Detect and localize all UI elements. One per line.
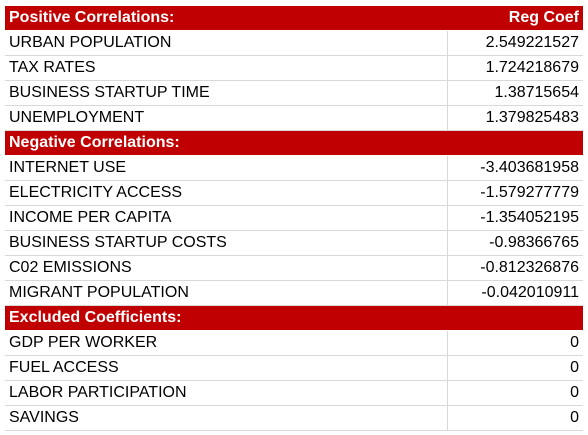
reg-coef-column-label[interactable]: Reg Coef — [447, 6, 583, 31]
coefficients-table: Positive Correlations: Reg Coef URBAN PO… — [5, 6, 583, 431]
table-row: INTERNET USE -3.403681958 — [5, 155, 583, 181]
table-row: SAVINGS 0 — [5, 405, 583, 431]
negative-correlations-title[interactable]: Negative Correlations: — [5, 130, 447, 156]
variable-name-cell[interactable]: INCOME PER CAPITA — [5, 205, 448, 231]
table-row: INCOME PER CAPITA -1.354052195 — [5, 205, 583, 231]
table-row: BUSINESS STARTUP COSTS -0.98366765 — [5, 230, 583, 256]
variable-name-cell[interactable]: TAX RATES — [5, 55, 448, 81]
table-row: MIGRANT POPULATION -0.042010911 — [5, 280, 583, 306]
positive-correlations-title[interactable]: Positive Correlations: — [5, 6, 447, 31]
coefficient-cell[interactable]: -0.812326876 — [447, 255, 583, 281]
excluded-coefficients-title[interactable]: Excluded Coefficients: — [5, 305, 447, 331]
coefficient-cell[interactable]: -0.042010911 — [447, 280, 583, 306]
coefficient-cell[interactable]: 0 — [447, 380, 583, 406]
variable-name-cell[interactable]: INTERNET USE — [5, 155, 448, 181]
coefficient-cell[interactable]: -3.403681958 — [447, 155, 583, 181]
variable-name-cell[interactable]: GDP PER WORKER — [5, 330, 448, 356]
regression-coefficients-sheet: Positive Correlations: Reg Coef URBAN PO… — [5, 6, 583, 431]
variable-name-cell[interactable]: BUSINESS STARTUP TIME — [5, 80, 448, 106]
variable-name-cell[interactable]: BUSINESS STARTUP COSTS — [5, 230, 448, 256]
header-empty-cell[interactable] — [447, 305, 583, 331]
coefficient-cell[interactable]: 1.38715654 — [447, 80, 583, 106]
table-row: FUEL ACCESS 0 — [5, 355, 583, 381]
variable-name-cell[interactable]: SAVINGS — [5, 405, 448, 431]
coefficient-cell[interactable]: 0 — [447, 405, 583, 431]
table-row: C02 EMISSIONS -0.812326876 — [5, 255, 583, 281]
coefficient-cell[interactable]: 1.379825483 — [447, 105, 583, 131]
variable-name-cell[interactable]: C02 EMISSIONS — [5, 255, 448, 281]
table-row: URBAN POPULATION 2.549221527 — [5, 30, 583, 56]
variable-name-cell[interactable]: ELECTRICITY ACCESS — [5, 180, 448, 206]
coefficient-cell[interactable]: 1.724218679 — [447, 55, 583, 81]
negative-correlations-header: Negative Correlations: — [5, 130, 583, 156]
coefficient-cell[interactable]: 0 — [447, 330, 583, 356]
coefficient-cell[interactable]: -0.98366765 — [447, 230, 583, 256]
variable-name-cell[interactable]: UNEMPLOYMENT — [5, 105, 448, 131]
variable-name-cell[interactable]: MIGRANT POPULATION — [5, 280, 448, 306]
table-row: TAX RATES 1.724218679 — [5, 55, 583, 81]
table-row: GDP PER WORKER 0 — [5, 330, 583, 356]
coefficient-cell[interactable]: -1.579277779 — [447, 180, 583, 206]
variable-name-cell[interactable]: FUEL ACCESS — [5, 355, 448, 381]
excluded-coefficients-header: Excluded Coefficients: — [5, 305, 583, 331]
positive-correlations-header: Positive Correlations: Reg Coef — [5, 6, 583, 31]
coefficient-cell[interactable]: -1.354052195 — [447, 205, 583, 231]
table-row: ELECTRICITY ACCESS -1.579277779 — [5, 180, 583, 206]
table-row: LABOR PARTICIPATION 0 — [5, 380, 583, 406]
coefficient-cell[interactable]: 2.549221527 — [447, 30, 583, 56]
coefficient-cell[interactable]: 0 — [447, 355, 583, 381]
table-row: BUSINESS STARTUP TIME 1.38715654 — [5, 80, 583, 106]
header-empty-cell[interactable] — [447, 130, 583, 156]
variable-name-cell[interactable]: LABOR PARTICIPATION — [5, 380, 448, 406]
variable-name-cell[interactable]: URBAN POPULATION — [5, 30, 448, 56]
table-row: UNEMPLOYMENT 1.379825483 — [5, 105, 583, 131]
